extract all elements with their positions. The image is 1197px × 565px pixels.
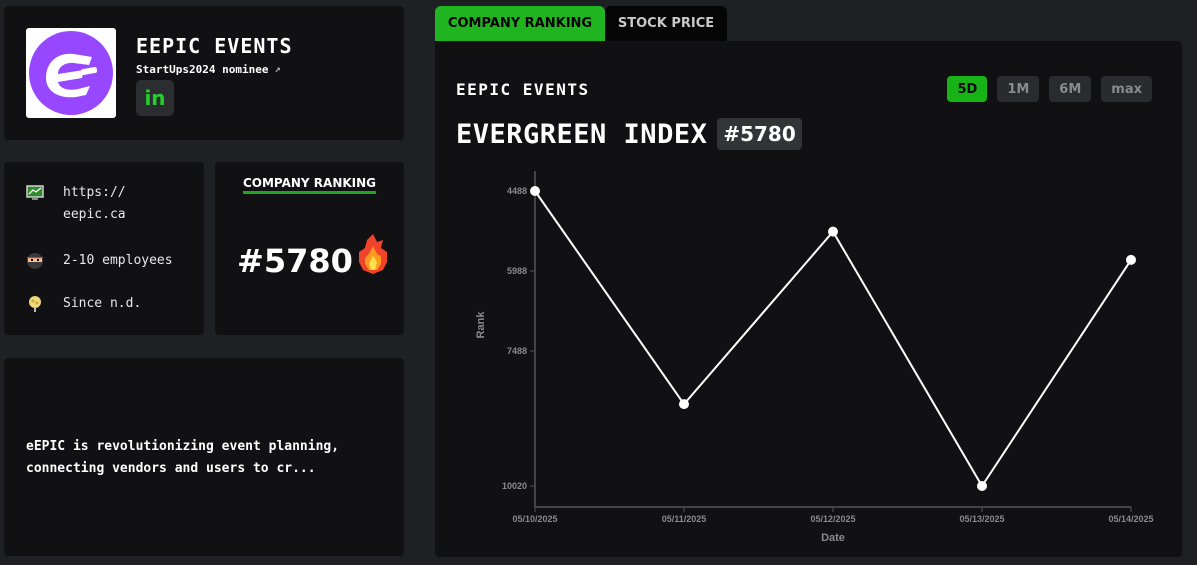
monitor-icon	[26, 185, 44, 200]
x-tick-label: 05/14/2025	[1108, 514, 1153, 524]
x-tick-label: 05/12/2025	[810, 514, 855, 524]
index-rank-badge: #5780	[717, 118, 802, 150]
description-card: eEPIC is revolutionizing event planning,…	[4, 358, 404, 556]
chart-index-heading: EVERGREEN INDEX #5780	[456, 118, 802, 150]
ranking-card: COMPANY RANKING #5780	[215, 162, 404, 335]
chart-panel: EEPIC EVENTS EVERGREEN INDEX #5780 5D 1M…	[435, 41, 1182, 557]
since-row: Since n.d.	[26, 293, 141, 315]
rank-data-point	[530, 186, 540, 196]
company-name: EEPIC EVENTS	[136, 34, 293, 58]
ninja-icon	[27, 253, 43, 269]
x-tick-label: 05/11/2025	[662, 514, 707, 524]
nominee-label: StartUps2024 nominee	[136, 63, 269, 76]
range-selector: 5D 1M 6M max	[947, 76, 1152, 102]
seedling-icon	[29, 296, 41, 312]
chart-company-name: EEPIC EVENTS	[456, 80, 590, 99]
rank-number: #5780	[237, 242, 353, 280]
tab-company-ranking[interactable]: COMPANY RANKING	[435, 6, 605, 41]
nominee-link[interactable]: StartUps2024 nominee ↗	[136, 63, 280, 76]
x-tick-label: 05/10/2025	[512, 514, 557, 524]
tab-stock-price[interactable]: STOCK PRICE	[605, 6, 727, 41]
profile-card: EEPIC EVENTS StartUps2024 nominee ↗ in	[4, 6, 404, 140]
description-text: eEPIC is revolutionizing event planning,…	[26, 439, 340, 476]
website-row[interactable]: https:// eepic.ca	[26, 182, 163, 226]
ranking-value: #5780	[237, 234, 389, 280]
x-axis-label: Date	[821, 532, 845, 544]
y-axis-label: Rank	[475, 311, 487, 339]
fire-icon	[358, 234, 387, 274]
rank-data-point	[977, 481, 987, 491]
x-tick-label: 05/13/2025	[959, 514, 1004, 524]
employees-text: 2-10 employees	[63, 253, 173, 268]
rank-data-point	[679, 399, 689, 410]
range-6m-button[interactable]: 6M	[1049, 76, 1092, 102]
y-tick-label: 10020	[502, 481, 527, 491]
ranking-card-title: COMPANY RANKING	[215, 176, 404, 194]
y-tick-label: 7488	[507, 346, 527, 356]
linkedin-icon: in	[144, 86, 166, 110]
info-card: https:// eepic.ca 2-10 employees Since n…	[4, 162, 204, 335]
employees-row: 2-10 employees	[26, 250, 173, 272]
rank-line-chart: 4488 5988 7488 10020 05/10/2025 05/11/2025 05/…	[475, 171, 1154, 544]
since-text: Since n.d.	[63, 296, 142, 311]
rank-data-point	[1126, 254, 1136, 265]
range-max-button[interactable]: max	[1101, 76, 1152, 102]
range-1m-button[interactable]: 1M	[997, 76, 1040, 102]
rank-data-point	[828, 226, 838, 237]
range-5d-button[interactable]: 5D	[947, 76, 988, 102]
external-link-icon: ↗	[274, 64, 281, 75]
index-title: EVERGREEN INDEX	[456, 118, 708, 150]
website-link[interactable]: https:// eepic.ca	[63, 185, 126, 222]
y-tick-label: 4488	[507, 186, 527, 196]
company-logo	[26, 28, 116, 118]
linkedin-button[interactable]: in	[136, 80, 174, 116]
y-tick-label: 5988	[507, 266, 527, 276]
